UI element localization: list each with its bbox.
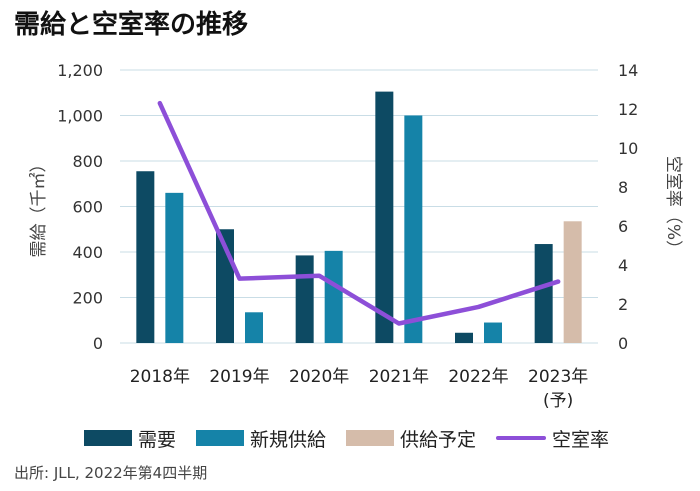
legend-label-demand: 需要 [138, 428, 177, 451]
demand-bar [295, 255, 314, 343]
y-tick-label: 600 [72, 198, 103, 217]
chart-canvas: 0 200 400 600 800 1,000 1,200 0 2 4 6 8 10 12 14 2018… [29, 61, 683, 411]
x-category-label: 2021年 [369, 367, 429, 387]
legend-swatch-planned-supply [346, 430, 395, 446]
left-axis-ticks: 0 200 400 600 800 1,000 1,200 [57, 61, 103, 353]
y2-axis-label: 空室率（%） [663, 156, 683, 257]
new-supply-bar [484, 322, 502, 343]
source-note: 出所: JLL, 2022年第4四半期 [14, 464, 208, 482]
y-tick-label: 1,000 [57, 107, 103, 126]
y-tick-label: 400 [72, 243, 103, 262]
bars [136, 91, 582, 343]
category-labels: 2018年 2019年 2020年 2021年 2022年 2023年 (予) [130, 367, 589, 411]
vacancy-line-path [157, 100, 561, 326]
x-category-label: 2019年 [209, 367, 269, 387]
y2-tick-label: 4 [618, 256, 628, 275]
chart-title: 需給と空室率の推移 [14, 10, 249, 40]
y2-tick-label: 0 [618, 334, 628, 353]
new-supply-bar [245, 312, 263, 343]
legend-item-planned-supply: 供給予定 [346, 425, 476, 452]
legend-label-new-supply: 新規供給 [250, 428, 327, 451]
vacancy-line [157, 100, 561, 326]
y2-tick-label: 8 [618, 178, 628, 197]
legend-label-vacancy: 空室率 [552, 428, 610, 451]
legend-label-planned-supply: 供給予定 [400, 428, 477, 451]
y2-tick-label: 12 [618, 100, 638, 119]
y2-tick-label: 10 [618, 139, 638, 158]
demand-bar [136, 171, 155, 343]
x-category-label: 2018年 [130, 367, 190, 387]
legend: 需要 新規供給 供給予定 空室率 [84, 423, 609, 453]
planned-supply-bar [563, 221, 582, 343]
legend-swatch-new-supply [196, 430, 245, 446]
demand-bar [455, 332, 473, 343]
y-tick-label: 1,200 [57, 61, 103, 80]
x-category-label: (予) [543, 391, 573, 411]
x-category-label: 2022年 [448, 367, 508, 387]
y-tick-label: 0 [93, 334, 103, 353]
right-axis-ticks: 0 2 4 6 8 10 12 14 [618, 61, 638, 353]
y-axis-label: 需給（千㎡） [29, 156, 49, 258]
demand-bar [534, 244, 553, 343]
new-supply-bar [165, 192, 184, 343]
y-tick-label: 800 [72, 152, 103, 171]
demand-bar [375, 91, 394, 343]
x-category-label: 2023年 [528, 367, 588, 387]
new-supply-bar [404, 115, 423, 343]
legend-item-vacancy: 空室率 [496, 425, 609, 452]
y2-tick-label: 2 [618, 295, 628, 314]
x-category-label: 2020年 [289, 367, 349, 387]
legend-item-new-supply: 新規供給 [196, 425, 326, 452]
legend-swatch-vacancy [496, 436, 547, 440]
new-supply-bar [324, 250, 343, 343]
y2-tick-label: 14 [618, 61, 638, 80]
y-tick-label: 200 [72, 289, 103, 308]
y2-tick-label: 6 [618, 217, 628, 236]
legend-swatch-demand [84, 430, 132, 446]
legend-item-demand: 需要 [84, 425, 176, 452]
